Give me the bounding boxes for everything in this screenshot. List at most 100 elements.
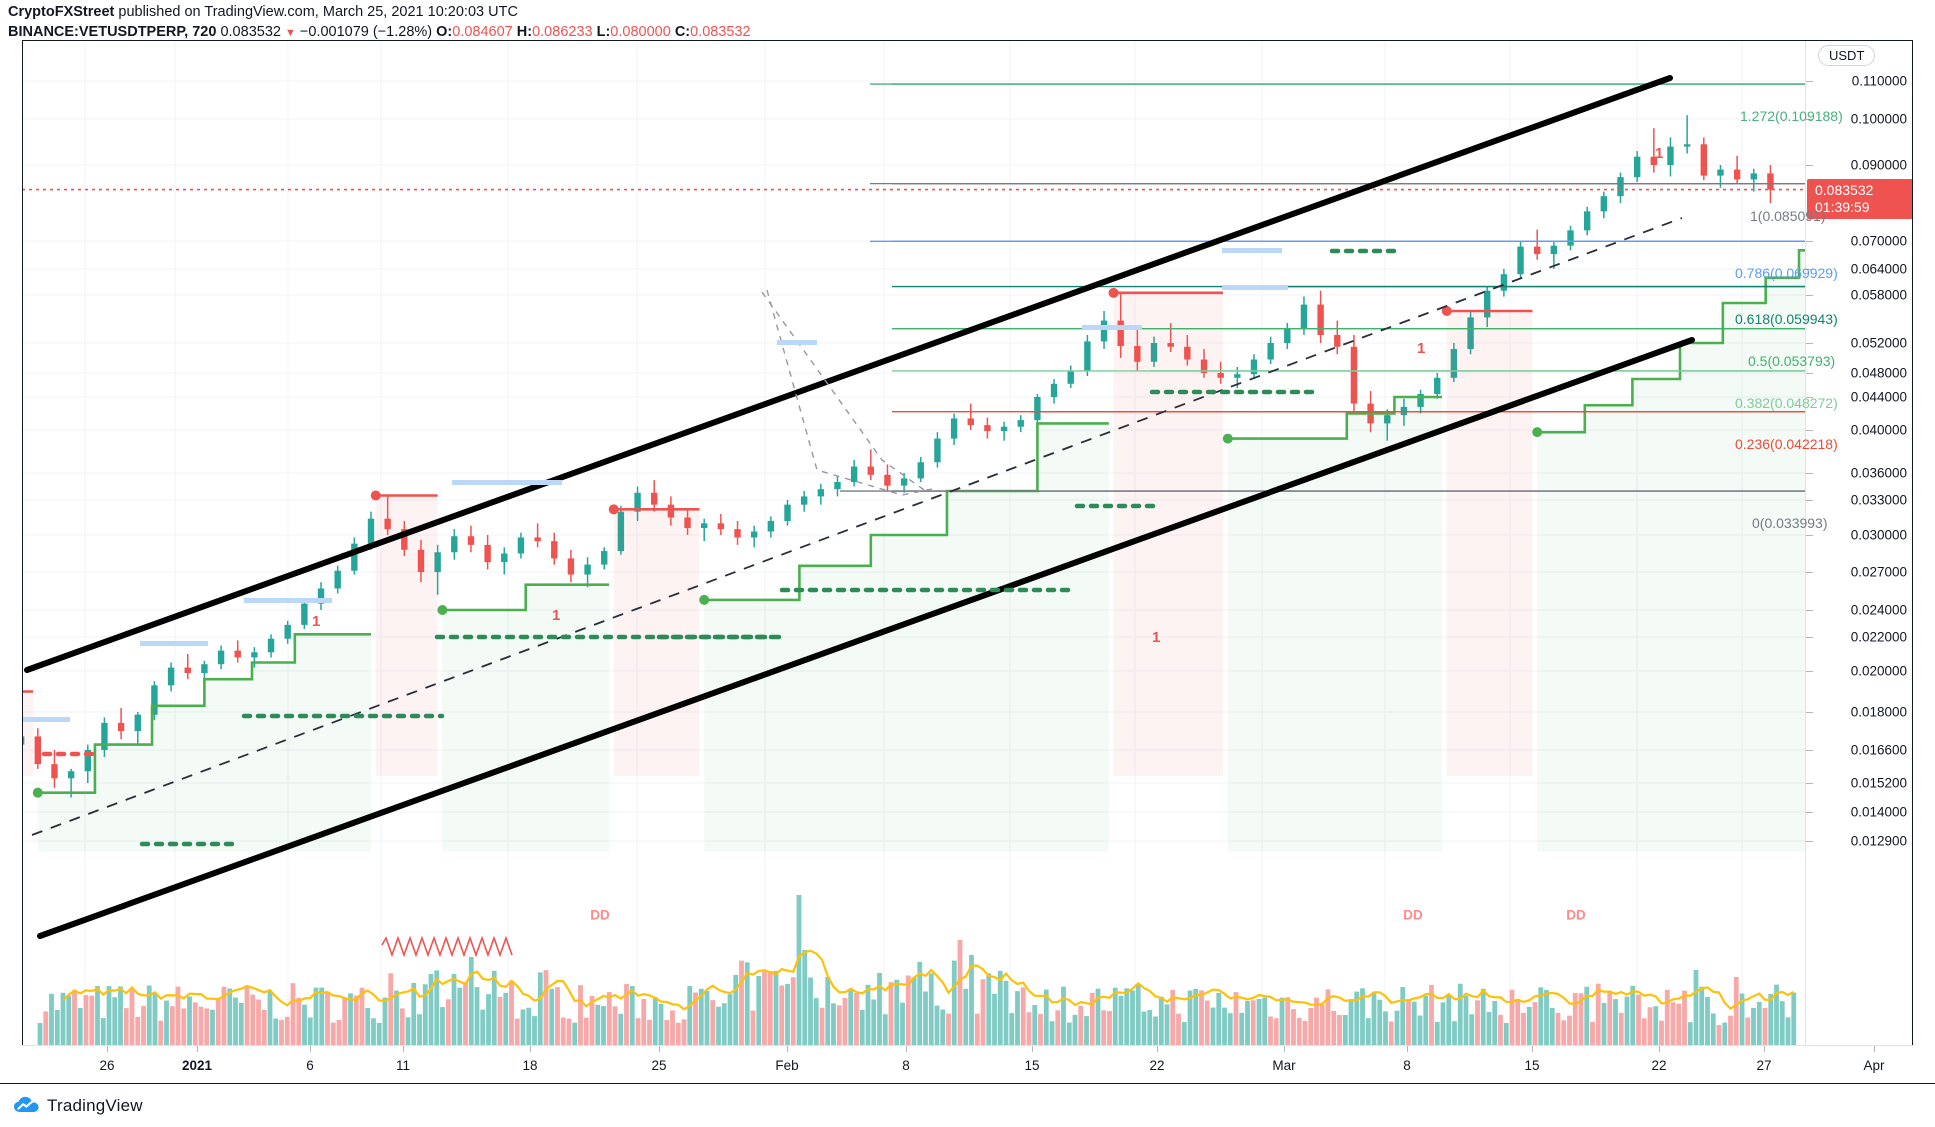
candle-body (34, 736, 41, 765)
volume-bar (969, 955, 974, 1045)
price-plot-area[interactable]: 1 1 1 1 1 (22, 40, 1805, 1045)
volume-bar (589, 996, 595, 1045)
candle-body (917, 462, 924, 479)
candle-body (900, 478, 908, 486)
price-axis-label: 0.027000 (1850, 564, 1907, 580)
price-axis[interactable]: USDT 0.110000 0.100000 0.090000 0.070000 0.0… (1805, 40, 1913, 1045)
candle-body (584, 564, 591, 575)
volume-bar (296, 997, 302, 1045)
tradingview-logo[interactable]: TradingView (14, 1096, 143, 1116)
time-axis-label: 26 (99, 1058, 115, 1073)
chart-attribution: CryptoFXStreet published on TradingView.… (8, 4, 518, 20)
price-axis-tick (1806, 841, 1813, 842)
volume-bar (1653, 1006, 1659, 1045)
volume-bar (1578, 993, 1584, 1045)
pitchfork-dashed-guide (766, 289, 938, 496)
candle-body (1534, 246, 1541, 255)
volume-bar (1342, 1015, 1348, 1045)
volume-bar (1279, 997, 1285, 1045)
volume-bar (670, 1010, 675, 1045)
volume-bar (537, 972, 543, 1045)
volume-bar (658, 1003, 664, 1045)
price-axis-label: 0.024000 (1850, 602, 1907, 618)
blue-level-marker (1222, 248, 1282, 253)
time-axis-label: 22 (1651, 1058, 1667, 1073)
volume-bar (526, 1007, 532, 1045)
time-axis-label: 8 (1403, 1058, 1411, 1073)
volume-bar (49, 993, 54, 1045)
candle-body (22, 736, 25, 745)
volume-bar (417, 1014, 422, 1045)
volume-bar (204, 1008, 210, 1045)
price-axis-tick (1806, 119, 1813, 120)
volume-bar (1452, 1021, 1457, 1045)
supertrend-flip-dot (1222, 433, 1233, 444)
volume-bar (1630, 985, 1636, 1045)
time-axis-tick (787, 1046, 788, 1052)
volume-bar (1095, 988, 1101, 1045)
supertrend-down-fill (1446, 311, 1533, 776)
price-axis-tick (1806, 500, 1813, 501)
supertrend-flip-dot (437, 605, 448, 615)
volume-bar (1728, 1015, 1733, 1045)
volume-bar (411, 982, 417, 1045)
volume-bar (894, 979, 900, 1045)
time-axis-tick (1874, 1046, 1875, 1052)
supertrend-up-fill (1227, 397, 1442, 852)
time-axis-tick (1032, 1046, 1033, 1052)
volume-bar (158, 1020, 164, 1045)
volume-bar (365, 1008, 371, 1045)
volume-bar (905, 975, 911, 1045)
candle-body (934, 438, 941, 463)
volume-bar (831, 1003, 836, 1045)
candle-body (950, 418, 958, 439)
supertrend-flip-dot (1441, 306, 1452, 316)
volume-bar (1503, 1023, 1509, 1045)
volume-bar (210, 1009, 215, 1045)
volume-bar (474, 987, 480, 1045)
volume-bar (624, 984, 629, 1045)
candle-body (784, 504, 791, 521)
time-axis-tick (197, 1046, 198, 1052)
supertrend-flip-dot (1532, 427, 1543, 438)
volume-bar (1440, 1002, 1446, 1045)
volume-bar (1411, 1001, 1417, 1045)
candle-body (967, 418, 974, 426)
volume-bar (244, 985, 250, 1045)
current-price-badge: 0.083532 01:39:59 (1807, 178, 1913, 219)
bar-countdown: 01:39:59 (1815, 198, 1870, 215)
wave-label-1: 1 (312, 613, 320, 630)
channel-median-dashed-line (31, 217, 1683, 836)
volume-bar (1659, 1020, 1664, 1045)
volume-bar (980, 979, 986, 1045)
candle-body (351, 543, 358, 571)
volume-bar (118, 986, 123, 1045)
time-axis-tick (1764, 1046, 1765, 1052)
candle-body (1317, 304, 1324, 335)
candle-body (517, 537, 525, 554)
candle-body (750, 531, 758, 538)
blue-level-marker (1222, 285, 1288, 290)
volume-bar (123, 1008, 129, 1045)
volume-bar (1463, 995, 1469, 1045)
volume-bar (1222, 1007, 1227, 1045)
volume-bar (238, 1002, 244, 1045)
volume-bar (762, 971, 767, 1045)
time-axis[interactable]: 26 2021 6 11 18 25 Feb 8 15 22 Mar 8 15 22 27 Apr (22, 1045, 1913, 1083)
candle-body (1750, 173, 1757, 180)
volume-bar (1475, 1000, 1480, 1045)
channel-lower-line (37, 337, 1695, 939)
time-axis-label: 11 (395, 1058, 411, 1073)
volume-bar (1227, 1013, 1233, 1045)
symbol-label[interactable]: BINANCE:VETUSDTPERP, 720 (8, 24, 217, 40)
chart-frame[interactable]: 1 1 1 1 1 USDT 0.110000 0.100000 0.090000 0.070… (22, 40, 1913, 1045)
candle-body (1650, 156, 1658, 165)
supertrend-flip-dot (1108, 287, 1119, 298)
candle-body (551, 541, 558, 559)
time-axis-label: 2021 (181, 1058, 213, 1073)
price-axis-label: 0.058000 (1850, 287, 1907, 303)
volume-bar (302, 1004, 307, 1045)
candle-body (1700, 144, 1707, 176)
volume-bar (1607, 991, 1613, 1045)
volume-bar (353, 995, 359, 1045)
